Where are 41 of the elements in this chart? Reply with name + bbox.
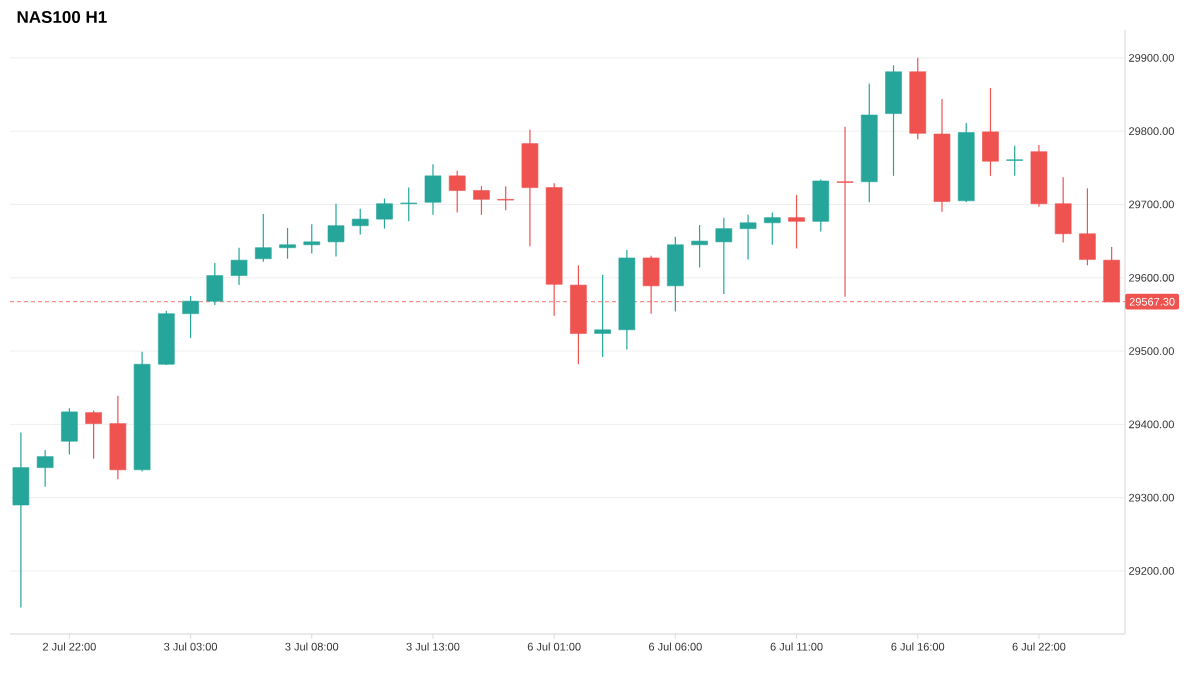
y-tick-label: 29700.00 [1129,200,1174,209]
x-tick-label: 3 Jul 13:00 [406,642,460,651]
candlestick [351,208,369,236]
candlestick [836,126,854,298]
candlestick [691,224,708,269]
candlestick [448,170,466,214]
candlestick [715,217,733,295]
candlestick [473,185,490,216]
x-tick-label: 6 Jul 06:00 [649,642,702,651]
candlestick [279,227,296,260]
y-tick-label: 29200.00 [1129,567,1174,575]
y-tick-label: 29300.00 [1129,493,1174,502]
x-tick-label: 6 Jul 11:00 [770,642,823,651]
candlestick [739,214,757,261]
y-tick-label: 29500.00 [1129,347,1174,355]
candlestick [376,197,393,230]
y-tick-label: 29600.00 [1129,273,1174,282]
candlestick [85,409,102,460]
x-tick-label: 3 Jul 03:00 [164,642,218,651]
x-tick-label: 3 Jul 08:00 [285,642,339,651]
candlestick [36,449,54,488]
candlestick [303,223,321,255]
candlestick [230,247,248,286]
x-tick-label: 6 Jul 22:00 [1012,642,1066,651]
chart-title: NAS100 H1 [17,10,107,24]
x-tick-label: 6 Jul 16:00 [891,642,945,651]
candlestick [400,187,418,222]
candlestick [255,213,272,263]
candlestick [497,185,514,211]
y-tick-label: 29900.00 [1129,53,1174,62]
ref-line-label: 29567.30 [1129,297,1175,306]
y-tick-label: 29400.00 [1129,420,1174,429]
x-tick-label: 2 Jul 22:00 [43,642,96,651]
x-tick-label: 6 Jul 01:00 [527,642,581,651]
candlestick [1006,145,1023,177]
candlestick [327,203,345,258]
candlestick [182,295,199,339]
y-tick-label: 29800.00 [1129,127,1174,136]
candlestick [764,211,781,246]
candlestick [594,274,611,358]
candlestick [788,194,805,250]
